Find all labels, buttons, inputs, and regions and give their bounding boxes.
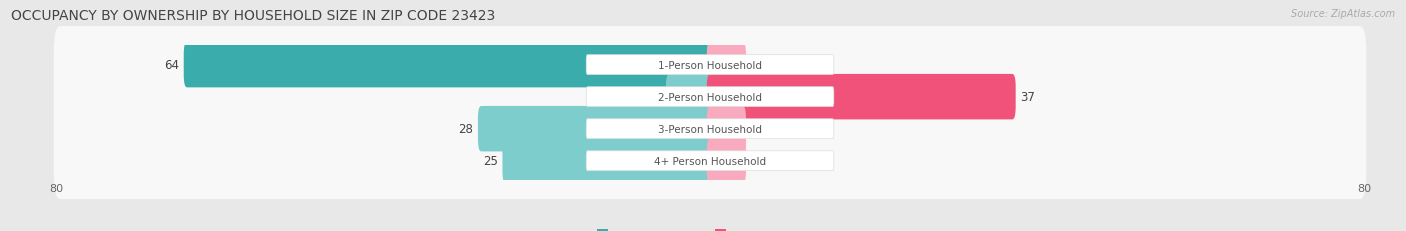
FancyBboxPatch shape bbox=[707, 75, 1015, 120]
FancyBboxPatch shape bbox=[707, 138, 747, 184]
Text: 25: 25 bbox=[482, 155, 498, 167]
FancyBboxPatch shape bbox=[586, 119, 834, 139]
FancyBboxPatch shape bbox=[586, 55, 834, 75]
FancyBboxPatch shape bbox=[53, 123, 1367, 199]
FancyBboxPatch shape bbox=[707, 43, 747, 88]
Text: 37: 37 bbox=[1021, 91, 1035, 104]
Text: 28: 28 bbox=[458, 123, 472, 136]
Text: 3-Person Household: 3-Person Household bbox=[658, 124, 762, 134]
FancyBboxPatch shape bbox=[666, 75, 713, 120]
Text: 4+ Person Household: 4+ Person Household bbox=[654, 156, 766, 166]
FancyBboxPatch shape bbox=[184, 43, 713, 88]
Text: Source: ZipAtlas.com: Source: ZipAtlas.com bbox=[1291, 9, 1395, 19]
FancyBboxPatch shape bbox=[478, 106, 713, 152]
FancyBboxPatch shape bbox=[707, 106, 747, 152]
Text: 5: 5 bbox=[654, 91, 661, 104]
FancyBboxPatch shape bbox=[53, 91, 1367, 167]
Text: 2-Person Household: 2-Person Household bbox=[658, 92, 762, 102]
Text: OCCUPANCY BY OWNERSHIP BY HOUSEHOLD SIZE IN ZIP CODE 23423: OCCUPANCY BY OWNERSHIP BY HOUSEHOLD SIZE… bbox=[11, 9, 495, 23]
Text: 1-Person Household: 1-Person Household bbox=[658, 60, 762, 70]
FancyBboxPatch shape bbox=[586, 151, 834, 171]
FancyBboxPatch shape bbox=[586, 87, 834, 107]
Text: 0: 0 bbox=[751, 123, 758, 136]
Text: 0: 0 bbox=[751, 155, 758, 167]
FancyBboxPatch shape bbox=[502, 138, 713, 184]
Text: 64: 64 bbox=[165, 59, 179, 72]
FancyBboxPatch shape bbox=[53, 27, 1367, 104]
Legend: Owner-occupied, Renter-occupied: Owner-occupied, Renter-occupied bbox=[593, 225, 827, 231]
FancyBboxPatch shape bbox=[53, 59, 1367, 136]
Text: 0: 0 bbox=[751, 59, 758, 72]
